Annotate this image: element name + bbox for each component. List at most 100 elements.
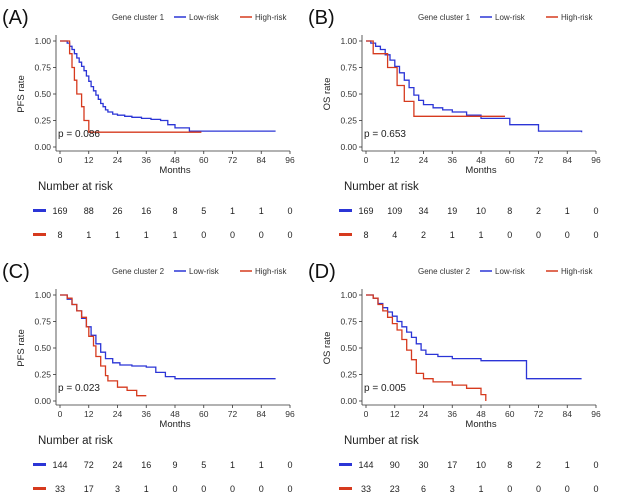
x-tick-label: 36 [448, 155, 458, 165]
risk-count: 0 [230, 484, 235, 494]
risk-table-title: Number at risk [38, 181, 113, 193]
risk-count: 0 [287, 484, 292, 494]
x-tick-label: 84 [563, 155, 573, 165]
x-tick-label: 72 [228, 409, 238, 419]
y-tick-label: 0.00 [340, 396, 357, 406]
risk-count: 8 [172, 206, 177, 216]
y-tick-label: 0.75 [340, 317, 357, 327]
y-tick-label: 0.50 [34, 343, 51, 353]
risk-count: 0 [593, 230, 598, 240]
x-axis-label: Months [465, 165, 496, 176]
y-tick-label: 0.50 [340, 89, 357, 99]
risk-count: 1 [259, 206, 264, 216]
x-axis-label: Months [465, 419, 496, 430]
y-tick-label: 0.75 [340, 63, 357, 73]
panel-label-b: (B) [308, 7, 335, 29]
km-chart-b: (B) Gene cluster 1 Low-risk High-risk 0.00 0.… [308, 7, 601, 240]
p-value-label: p = 0.086 [58, 129, 100, 140]
risk-count: 0 [230, 230, 235, 240]
y-tick-label: 1.00 [34, 290, 51, 300]
high-risk-survival-curve [60, 294, 147, 397]
risk-count: 144 [358, 460, 373, 470]
x-tick-label: 96 [591, 409, 601, 419]
km-chart-c: (C) Gene cluster 2 Low-risk High-risk 0.00 0.… [2, 261, 295, 494]
risk-count: 0 [259, 484, 264, 494]
x-tick-label: 36 [448, 409, 458, 419]
x-tick-label: 12 [84, 155, 94, 165]
risk-count: 26 [112, 206, 122, 216]
risk-count: 0 [565, 484, 570, 494]
risk-count: 0 [287, 460, 292, 470]
risk-count: 1 [565, 206, 570, 216]
legend-label-high-risk: High-risk [255, 13, 288, 22]
y-tick-label: 0.00 [34, 142, 51, 152]
low-risk-survival-curve [366, 40, 583, 133]
x-tick-label: 24 [419, 409, 429, 419]
risk-count: 0 [536, 484, 541, 494]
risk-count: 17 [447, 460, 457, 470]
x-tick-label: 0 [58, 155, 63, 165]
risk-count: 1 [144, 230, 149, 240]
risk-count: 169 [52, 206, 67, 216]
y-tick-label: 0.50 [34, 89, 51, 99]
risk-count: 3 [450, 484, 455, 494]
high-risk-survival-curve [366, 294, 487, 401]
risk-count: 1 [565, 460, 570, 470]
risk-count: 0 [565, 230, 570, 240]
legend-label-low-risk: Low-risk [495, 267, 526, 276]
x-tick-label: 36 [142, 409, 152, 419]
risk-count: 8 [363, 230, 368, 240]
x-tick-label: 84 [257, 409, 267, 419]
panel-label-d: (D) [308, 261, 336, 283]
y-tick-label: 1.00 [34, 36, 51, 46]
risk-count: 0 [536, 230, 541, 240]
risk-count: 2 [536, 206, 541, 216]
legend-title: Gene cluster 2 [418, 267, 471, 276]
risk-count: 1 [115, 230, 120, 240]
legend-label-high-risk: High-risk [561, 13, 594, 22]
risk-count: 5 [201, 206, 206, 216]
risk-count: 1 [478, 230, 483, 240]
x-tick-label: 60 [505, 409, 515, 419]
risk-count: 0 [259, 230, 264, 240]
risk-count: 1 [230, 460, 235, 470]
risk-count: 3 [115, 484, 120, 494]
risk-count: 0 [593, 206, 598, 216]
risk-count: 10 [476, 460, 486, 470]
y-tick-label: 0.25 [34, 116, 51, 126]
risk-count: 8 [57, 230, 62, 240]
risk-count: 30 [418, 460, 428, 470]
risk-count: 0 [593, 484, 598, 494]
y-tick-label: 1.00 [340, 36, 357, 46]
risk-count: 1 [259, 460, 264, 470]
risk-count: 1 [230, 206, 235, 216]
x-tick-label: 84 [257, 155, 267, 165]
risk-count: 5 [201, 460, 206, 470]
x-tick-label: 0 [364, 409, 369, 419]
x-tick-label: 96 [285, 409, 295, 419]
x-tick-label: 48 [170, 155, 180, 165]
risk-count: 0 [593, 460, 598, 470]
risk-count: 72 [84, 460, 94, 470]
risk-count: 16 [141, 206, 151, 216]
x-axis-label: Months [159, 419, 190, 430]
risk-count: 0 [287, 206, 292, 216]
panel-label-c: (C) [2, 261, 30, 283]
risk-count: 4 [392, 230, 397, 240]
legend-title: Gene cluster 1 [112, 13, 165, 22]
x-tick-label: 48 [476, 409, 486, 419]
p-value-label: p = 0.653 [364, 129, 406, 140]
legend-title: Gene cluster 1 [418, 13, 471, 22]
y-tick-label: 1.00 [340, 290, 357, 300]
x-tick-label: 60 [199, 409, 209, 419]
risk-count: 23 [390, 484, 400, 494]
risk-count: 9 [172, 460, 177, 470]
y-tick-label: 0.75 [34, 63, 51, 73]
x-tick-label: 12 [390, 155, 400, 165]
x-tick-label: 12 [390, 409, 400, 419]
km-panel-b: (B) Gene cluster 1 Low-risk High-risk 0.00 0.… [306, 0, 606, 246]
legend-label-high-risk: High-risk [561, 267, 594, 276]
risk-count: 6 [421, 484, 426, 494]
km-panel-c: (C) Gene cluster 2 Low-risk High-risk 0.00 0.… [0, 254, 300, 500]
x-tick-label: 60 [505, 155, 515, 165]
